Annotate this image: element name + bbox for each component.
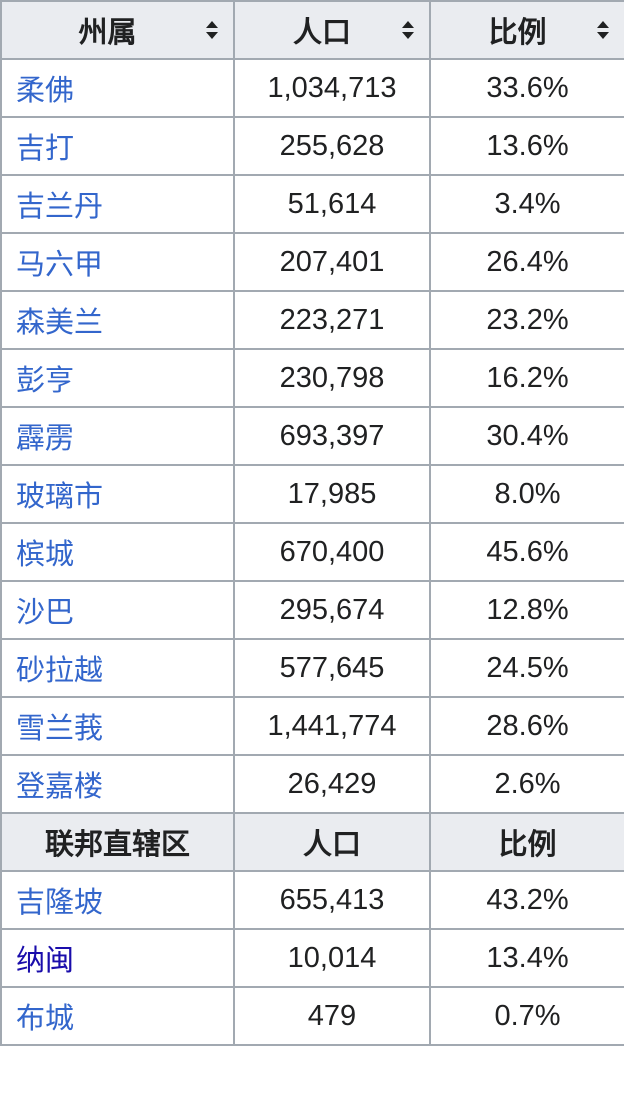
state-name-cell: 吉兰丹	[0, 174, 235, 234]
population-cell: 577,645	[233, 638, 431, 698]
population-cell: 230,798	[233, 348, 431, 408]
state-name-cell: 雪兰莪	[0, 696, 235, 756]
sort-both-icon[interactable]	[205, 20, 219, 40]
territory-link[interactable]: 纳闽	[16, 945, 75, 977]
table-row: 纳闽 10,014 13.4%	[0, 928, 624, 988]
table-row: 霹雳 693,397 30.4%	[0, 406, 624, 466]
state-link[interactable]: 槟城	[16, 539, 75, 571]
state-link[interactable]: 玻璃市	[16, 481, 104, 513]
population-cell: 295,674	[233, 580, 431, 640]
state-name-cell: 马六甲	[0, 232, 235, 292]
state-link[interactable]: 吉打	[16, 133, 75, 165]
ratio-cell: 24.5%	[429, 638, 624, 698]
ratio-cell: 8.0%	[429, 464, 624, 524]
table-row: 雪兰莪 1,441,774 28.6%	[0, 696, 624, 756]
ratio-cell: 28.6%	[429, 696, 624, 756]
table-row: 吉隆坡 655,413 43.2%	[0, 870, 624, 930]
state-link[interactable]: 雪兰莪	[16, 713, 104, 745]
population-cell: 1,441,774	[233, 696, 431, 756]
table-row: 玻璃市 17,985 8.0%	[0, 464, 624, 524]
table-row: 登嘉楼 26,429 2.6%	[0, 754, 624, 814]
state-name-cell: 霹雳	[0, 406, 235, 466]
state-name-cell: 彭亨	[0, 348, 235, 408]
ratio-cell: 13.4%	[429, 928, 624, 988]
state-name-cell: 柔佛	[0, 58, 235, 118]
state-link[interactable]: 吉兰丹	[16, 191, 104, 223]
column-header-label: 州属	[78, 17, 137, 49]
state-name-cell: 沙巴	[0, 580, 235, 640]
table-row: 柔佛 1,034,713 33.6%	[0, 58, 624, 118]
state-link[interactable]: 柔佛	[16, 75, 75, 107]
state-name-cell: 玻璃市	[0, 464, 235, 524]
state-link[interactable]: 霹雳	[16, 423, 75, 455]
column-header-federal-territory: 联邦直辖区	[0, 812, 235, 872]
table-row: 布城 479 0.7%	[0, 986, 624, 1046]
population-cell: 655,413	[233, 870, 431, 930]
population-cell: 10,014	[233, 928, 431, 988]
federal-header-row: 联邦直辖区 人口 比例	[0, 812, 624, 872]
ratio-cell: 43.2%	[429, 870, 624, 930]
column-header-state[interactable]: 州属	[0, 0, 235, 60]
state-link[interactable]: 沙巴	[16, 597, 75, 629]
table-row: 森美兰 223,271 23.2%	[0, 290, 624, 350]
ratio-cell: 30.4%	[429, 406, 624, 466]
ratio-cell: 33.6%	[429, 58, 624, 118]
territory-link[interactable]: 吉隆坡	[16, 887, 104, 919]
column-header-ratio: 比例	[429, 812, 624, 872]
column-header-label: 人口	[292, 17, 351, 49]
state-name-cell: 吉打	[0, 116, 235, 176]
population-table: 州属 人口 比例 柔佛 1,034,713 33.6%	[0, 0, 624, 1046]
population-cell: 670,400	[233, 522, 431, 582]
population-cell: 479	[233, 986, 431, 1046]
column-header-label: 比例	[488, 17, 547, 49]
sort-both-icon[interactable]	[596, 20, 610, 40]
state-link[interactable]: 登嘉楼	[16, 771, 104, 803]
territory-name-cell: 吉隆坡	[0, 870, 235, 930]
ratio-cell: 0.7%	[429, 986, 624, 1046]
table-row: 彭亨 230,798 16.2%	[0, 348, 624, 408]
population-cell: 693,397	[233, 406, 431, 466]
territory-name-cell: 布城	[0, 986, 235, 1046]
sort-both-icon[interactable]	[401, 20, 415, 40]
table-row: 吉兰丹 51,614 3.4%	[0, 174, 624, 234]
state-name-cell: 森美兰	[0, 290, 235, 350]
table-row: 沙巴 295,674 12.8%	[0, 580, 624, 640]
ratio-cell: 3.4%	[429, 174, 624, 234]
column-header-population: 人口	[233, 812, 431, 872]
state-name-cell: 槟城	[0, 522, 235, 582]
territory-link[interactable]: 布城	[16, 1003, 75, 1035]
state-name-cell: 登嘉楼	[0, 754, 235, 814]
table-row: 吉打 255,628 13.6%	[0, 116, 624, 176]
population-cell: 255,628	[233, 116, 431, 176]
table-header-row: 州属 人口 比例	[0, 0, 624, 60]
column-header-ratio[interactable]: 比例	[429, 0, 624, 60]
ratio-cell: 26.4%	[429, 232, 624, 292]
population-cell: 17,985	[233, 464, 431, 524]
column-header-population[interactable]: 人口	[233, 0, 431, 60]
territory-name-cell: 纳闽	[0, 928, 235, 988]
ratio-cell: 13.6%	[429, 116, 624, 176]
population-cell: 207,401	[233, 232, 431, 292]
population-cell: 26,429	[233, 754, 431, 814]
ratio-cell: 12.8%	[429, 580, 624, 640]
table-row: 槟城 670,400 45.6%	[0, 522, 624, 582]
ratio-cell: 45.6%	[429, 522, 624, 582]
state-link[interactable]: 彭亨	[16, 365, 75, 397]
table-row: 砂拉越 577,645 24.5%	[0, 638, 624, 698]
population-cell: 1,034,713	[233, 58, 431, 118]
state-link[interactable]: 马六甲	[16, 249, 104, 281]
state-link[interactable]: 森美兰	[16, 307, 104, 339]
state-link[interactable]: 砂拉越	[16, 655, 104, 687]
state-name-cell: 砂拉越	[0, 638, 235, 698]
population-cell: 223,271	[233, 290, 431, 350]
ratio-cell: 16.2%	[429, 348, 624, 408]
table-row: 马六甲 207,401 26.4%	[0, 232, 624, 292]
ratio-cell: 23.2%	[429, 290, 624, 350]
ratio-cell: 2.6%	[429, 754, 624, 814]
population-cell: 51,614	[233, 174, 431, 234]
